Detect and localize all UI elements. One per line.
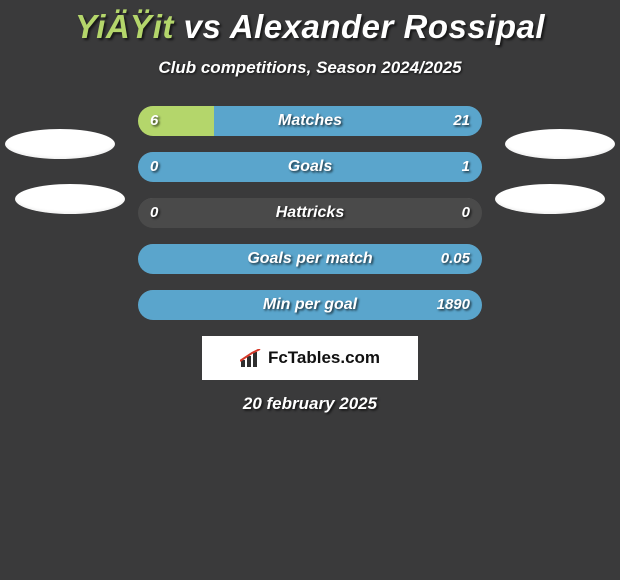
player1-name: YiÄŸit xyxy=(75,8,174,45)
stat-bar-left-seg xyxy=(138,198,482,228)
stat-bar xyxy=(138,198,482,228)
stat-bar-right-seg xyxy=(138,290,482,320)
stat-row: Min per goal1890 xyxy=(138,290,482,320)
stat-bar xyxy=(138,244,482,274)
stat-bar-right-seg xyxy=(138,152,482,182)
title-vs: vs xyxy=(184,8,222,45)
stat-bar xyxy=(138,290,482,320)
attribution-box: FcTables.com xyxy=(202,336,418,380)
stat-bar-right-seg xyxy=(214,106,482,136)
bar-chart-icon xyxy=(240,349,262,367)
date-label: 20 february 2025 xyxy=(0,394,620,414)
stat-bar-right-seg xyxy=(138,244,482,274)
stat-bar-left-seg xyxy=(138,106,214,136)
stat-bar xyxy=(138,106,482,136)
decorative-ellipse xyxy=(5,129,115,159)
player2-name: Alexander Rossipal xyxy=(230,8,545,45)
stat-row: Goals01 xyxy=(138,152,482,182)
subtitle: Club competitions, Season 2024/2025 xyxy=(0,58,620,78)
decorative-ellipse xyxy=(495,184,605,214)
stat-bar xyxy=(138,152,482,182)
decorative-ellipse xyxy=(15,184,125,214)
attribution-text: FcTables.com xyxy=(268,348,380,368)
stat-row: Goals per match0.05 xyxy=(138,244,482,274)
decorative-ellipse xyxy=(505,129,615,159)
stat-row: Matches621 xyxy=(138,106,482,136)
page-title: YiÄŸit vs Alexander Rossipal xyxy=(0,8,620,46)
stat-row: Hattricks00 xyxy=(138,198,482,228)
